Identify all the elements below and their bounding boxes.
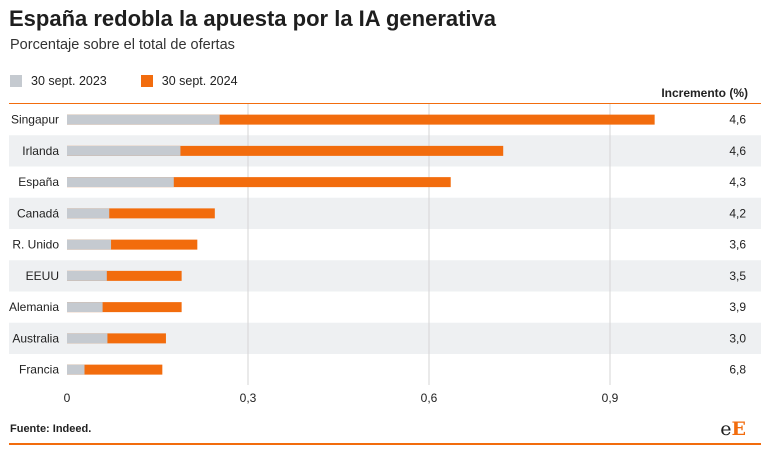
increment-value: 4,3 xyxy=(729,175,746,189)
category-label: Canadá xyxy=(17,206,59,220)
publisher-logo: eE xyxy=(720,418,746,440)
increment-value: 4,6 xyxy=(729,144,746,158)
bar-2024 xyxy=(67,302,182,313)
legend-swatch-2023 xyxy=(10,75,22,87)
legend-swatch-2024 xyxy=(140,75,153,87)
bar-2024 xyxy=(67,208,215,219)
increment-value: 3,9 xyxy=(729,300,746,314)
bar-2023 xyxy=(67,145,181,156)
bar-2023 xyxy=(67,208,110,219)
bar-2023 xyxy=(67,177,174,188)
legend-label-2023: 30 sept. 2023 xyxy=(31,74,107,88)
bar-2024 xyxy=(67,114,655,125)
x-tick-label: 0,6 xyxy=(421,391,438,405)
logo-letter-e: e xyxy=(720,418,732,440)
x-tick-label: 0,9 xyxy=(602,391,619,405)
legend-item-2024: 30 sept. 2024 xyxy=(140,74,238,88)
category-label: Irlanda xyxy=(22,144,59,158)
increment-value: 3,6 xyxy=(729,238,746,252)
category-label: R. Unido xyxy=(12,238,59,252)
category-label: Singapur xyxy=(11,113,59,127)
increment-value: 6,8 xyxy=(729,363,746,377)
bar-2023 xyxy=(67,114,220,125)
chart-title: España redobla la apuesta por la IA gene… xyxy=(9,6,497,31)
increment-value: 4,6 xyxy=(729,113,746,127)
chart-subtitle: Porcentaje sobre el total de ofertas xyxy=(10,37,235,53)
category-label: Francia xyxy=(19,363,59,377)
x-tick-label: 0 xyxy=(64,391,71,405)
bar-2024 xyxy=(67,333,166,344)
bar-2023 xyxy=(67,302,103,313)
bar-2024 xyxy=(67,239,198,250)
increment-value: 3,5 xyxy=(729,269,746,283)
bar-2024 xyxy=(67,145,504,156)
bar-2024 xyxy=(67,177,451,188)
bar-2023 xyxy=(67,333,108,344)
bar-2024 xyxy=(67,270,182,281)
bar-2024 xyxy=(67,364,163,375)
increment-value: 4,2 xyxy=(729,206,746,220)
legend-item-2023: 30 sept. 2023 xyxy=(10,74,107,88)
increment-value: 3,0 xyxy=(729,331,746,345)
footer-rule xyxy=(9,443,761,445)
category-label: Alemania xyxy=(9,300,59,314)
bar-2023 xyxy=(67,270,107,281)
bar-2023 xyxy=(67,364,85,375)
category-label: España xyxy=(18,175,59,189)
source-note: Fuente: Indeed. xyxy=(10,423,92,435)
bar-2023 xyxy=(67,239,112,250)
x-tick-label: 0,3 xyxy=(240,391,257,405)
logo-letter-E: E xyxy=(731,418,746,440)
increment-column-header: Incremento (%) xyxy=(661,86,748,100)
category-label: Australia xyxy=(12,331,59,345)
legend: 30 sept. 2023 30 sept. 2024 xyxy=(10,73,272,89)
legend-label-2024: 30 sept. 2024 xyxy=(161,74,238,88)
category-label: EEUU xyxy=(26,269,59,283)
